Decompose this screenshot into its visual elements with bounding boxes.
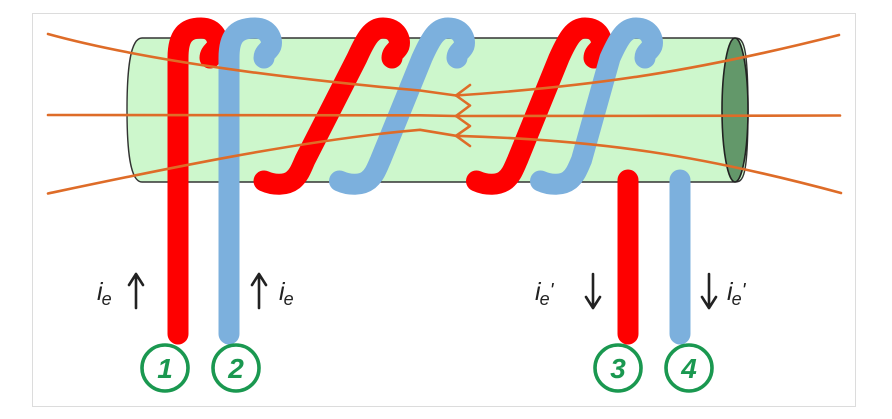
svg-text:ie': ie' <box>727 278 747 309</box>
svg-text:ie': ie' <box>535 278 555 309</box>
svg-text:3: 3 <box>610 353 626 384</box>
svg-text:ie: ie <box>279 278 294 309</box>
svg-text:2: 2 <box>227 353 244 384</box>
svg-text:1: 1 <box>157 353 173 384</box>
svg-text:ie: ie <box>97 278 112 309</box>
svg-text:4: 4 <box>680 353 697 384</box>
